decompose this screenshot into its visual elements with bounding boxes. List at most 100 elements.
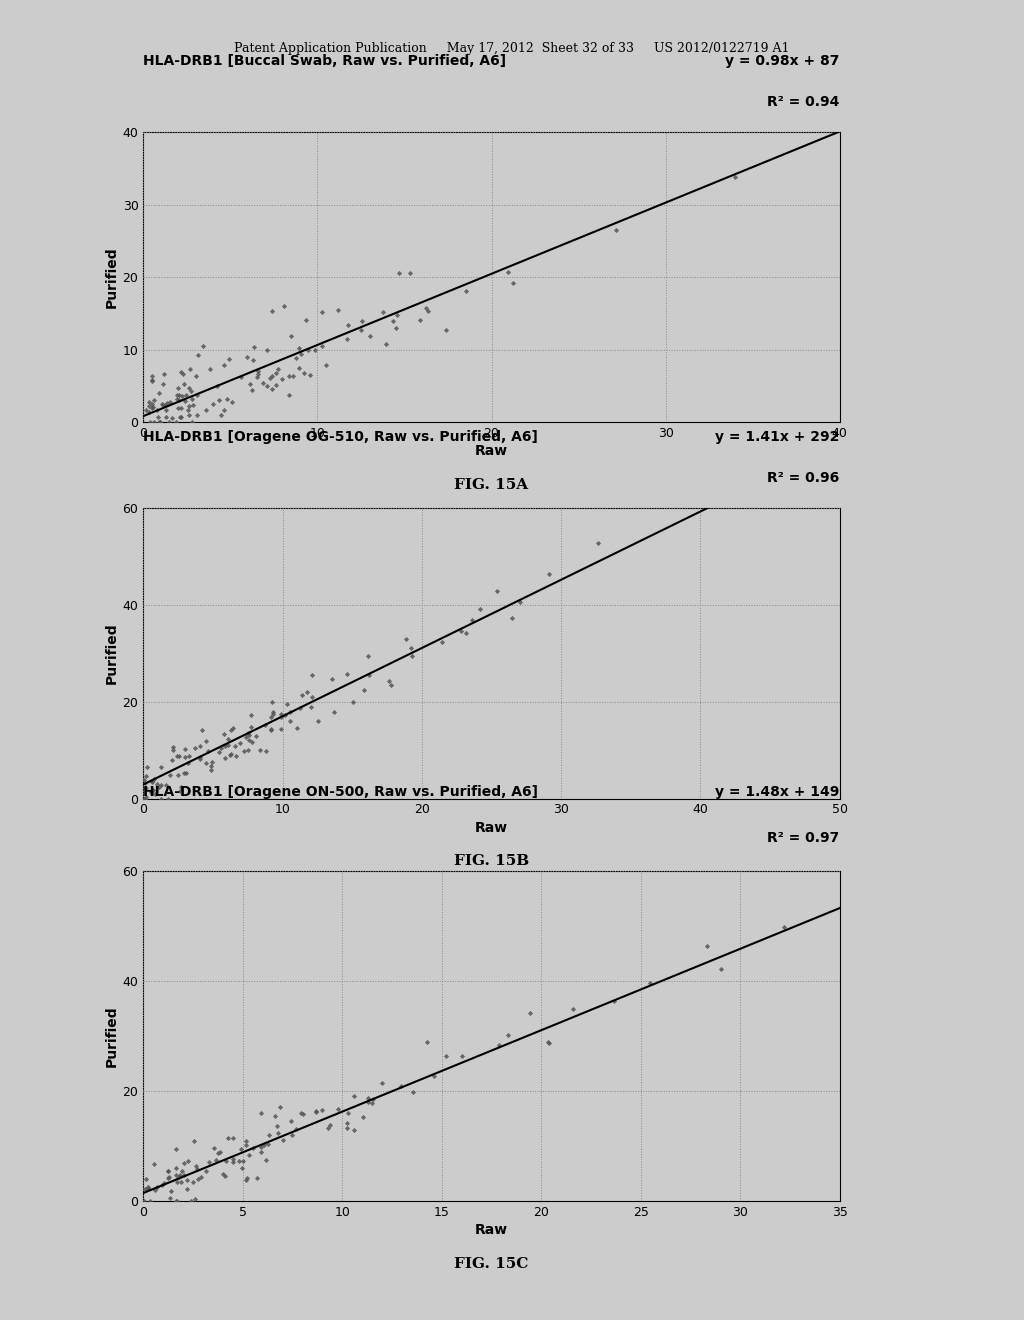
Point: [136, 1179, 153, 1200]
Point: [293, 1102, 309, 1123]
Point: [389, 305, 406, 326]
Point: [240, 346, 256, 367]
Point: [204, 759, 220, 780]
Point: [279, 693, 295, 714]
Point: [160, 1160, 176, 1181]
Point: [434, 631, 451, 652]
Text: R² = 0.96: R² = 0.96: [767, 471, 840, 484]
Point: [161, 1168, 177, 1189]
Point: [168, 1191, 184, 1212]
Point: [165, 739, 181, 760]
Point: [225, 1151, 242, 1172]
Point: [391, 263, 408, 284]
Point: [136, 788, 153, 809]
Text: y = 0.98x + 87: y = 0.98x + 87: [725, 54, 840, 69]
Text: HLA-DRB1 [Oragene OG-510, Raw vs. Purified, A6]: HLA-DRB1 [Oragene OG-510, Raw vs. Purifi…: [143, 430, 539, 445]
Point: [176, 1152, 193, 1173]
Point: [217, 1166, 233, 1187]
Point: [295, 1104, 311, 1125]
Point: [402, 638, 419, 659]
Point: [161, 412, 177, 433]
Point: [243, 704, 259, 725]
Point: [426, 1067, 442, 1088]
Point: [521, 1003, 538, 1024]
Point: [713, 958, 729, 979]
Point: [152, 412, 168, 433]
Point: [259, 375, 275, 396]
Point: [168, 389, 184, 411]
Point: [264, 692, 281, 713]
Point: [171, 1167, 187, 1188]
Point: [178, 384, 195, 405]
Point: [313, 1100, 330, 1121]
Point: [144, 770, 161, 791]
Point: [344, 690, 360, 711]
Point: [734, 480, 751, 502]
X-axis label: Raw: Raw: [475, 821, 508, 834]
Point: [437, 1045, 454, 1067]
Point: [262, 719, 279, 741]
Point: [252, 739, 268, 760]
Point: [437, 319, 454, 341]
Point: [418, 297, 434, 318]
Point: [256, 1134, 272, 1155]
Point: [168, 412, 184, 433]
Point: [330, 1098, 346, 1119]
X-axis label: Raw: Raw: [475, 1224, 508, 1237]
Point: [164, 407, 180, 428]
Point: [136, 770, 153, 791]
Point: [385, 310, 401, 331]
Point: [272, 706, 289, 727]
Point: [403, 645, 420, 667]
Point: [174, 364, 190, 385]
Point: [141, 401, 158, 422]
Point: [378, 333, 394, 354]
Point: [219, 389, 236, 411]
Point: [232, 1138, 249, 1159]
Point: [698, 935, 715, 956]
Point: [136, 788, 153, 809]
Point: [154, 393, 170, 414]
Point: [238, 1131, 254, 1152]
Point: [233, 1158, 250, 1179]
Point: [257, 1150, 273, 1171]
Point: [210, 1142, 226, 1163]
Point: [138, 777, 155, 799]
Point: [224, 1127, 241, 1148]
Point: [140, 396, 157, 417]
Point: [608, 219, 625, 240]
Point: [168, 1158, 184, 1179]
Point: [505, 273, 521, 294]
Point: [374, 1073, 390, 1094]
Point: [209, 376, 225, 397]
Point: [237, 741, 253, 762]
Y-axis label: Purified: Purified: [104, 247, 119, 308]
Point: [273, 368, 290, 389]
Point: [249, 367, 265, 388]
Point: [216, 747, 232, 768]
Text: y = 1.41x + 292: y = 1.41x + 292: [716, 430, 840, 445]
Point: [289, 718, 305, 739]
Point: [283, 1111, 299, 1133]
Point: [261, 367, 278, 388]
Point: [148, 774, 165, 795]
Point: [198, 730, 214, 751]
Point: [168, 1139, 184, 1160]
Point: [727, 166, 743, 187]
Point: [294, 684, 310, 705]
Point: [181, 405, 198, 426]
Point: [178, 1179, 195, 1200]
Point: [188, 1159, 205, 1180]
Point: [500, 261, 516, 282]
Point: [307, 1101, 324, 1122]
Point: [252, 1142, 268, 1163]
Point: [204, 751, 220, 772]
Point: [141, 1191, 158, 1212]
Point: [362, 325, 379, 346]
Point: [152, 383, 168, 404]
Point: [250, 360, 266, 381]
Point: [181, 746, 198, 767]
Text: FIG. 15A: FIG. 15A: [455, 478, 528, 492]
Point: [267, 1106, 284, 1127]
Point: [244, 731, 260, 752]
